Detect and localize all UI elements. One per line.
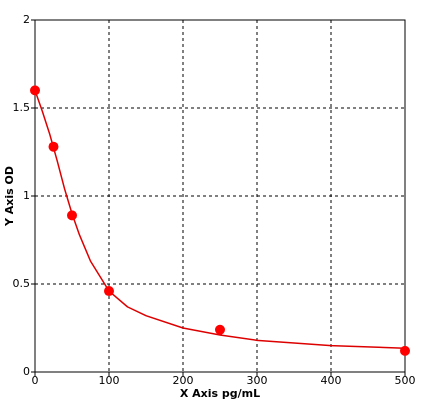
data-point bbox=[30, 85, 40, 96]
x-tick-label: 300 bbox=[247, 374, 268, 387]
y-tick-label: 2 bbox=[23, 13, 30, 26]
y-tick-label: 1 bbox=[23, 189, 30, 202]
plot-frame bbox=[34, 19, 406, 373]
data-point bbox=[104, 286, 114, 297]
data-point bbox=[215, 324, 225, 335]
data-point bbox=[48, 141, 59, 152]
x-tick-label: 0 bbox=[32, 374, 39, 387]
x-tick-label: 200 bbox=[173, 374, 194, 387]
y-tick-label: 0 bbox=[23, 365, 30, 378]
y-tick-label: 0.5 bbox=[13, 277, 31, 290]
y-tick-label: 1.5 bbox=[13, 101, 31, 114]
data-point bbox=[400, 345, 410, 356]
x-tick-label: 400 bbox=[321, 374, 342, 387]
x-tick-label: 100 bbox=[99, 374, 120, 387]
y-axis-label: Y Axis OD bbox=[3, 166, 16, 227]
x-axis-label: X Axis pg/mL bbox=[180, 387, 260, 400]
x-tick-label: 500 bbox=[395, 374, 416, 387]
data-point bbox=[67, 210, 77, 221]
